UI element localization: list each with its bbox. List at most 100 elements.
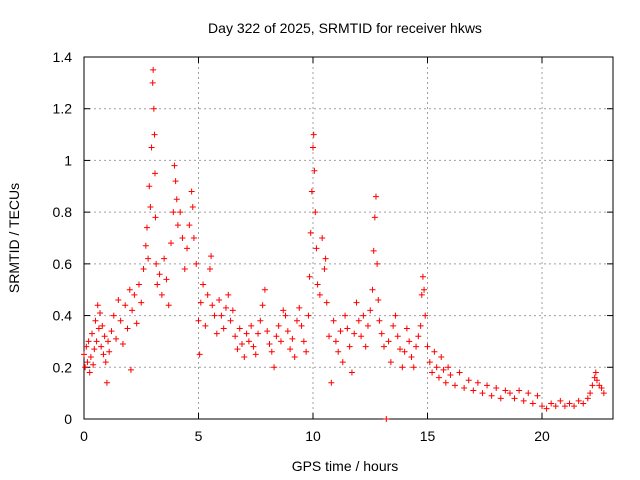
data-point bbox=[419, 273, 426, 280]
data-point bbox=[346, 343, 353, 350]
data-point bbox=[293, 317, 300, 324]
data-point bbox=[445, 364, 452, 371]
data-point bbox=[172, 178, 179, 185]
data-point bbox=[348, 369, 355, 376]
data-point bbox=[161, 255, 168, 262]
data-point bbox=[587, 390, 594, 397]
data-point bbox=[502, 387, 509, 394]
data-point bbox=[321, 266, 328, 273]
data-point bbox=[168, 240, 175, 247]
data-point bbox=[190, 235, 197, 241]
data-point bbox=[189, 203, 196, 210]
data-point bbox=[584, 395, 591, 402]
data-point bbox=[170, 209, 177, 216]
data-point bbox=[257, 317, 264, 324]
data-point bbox=[314, 281, 321, 288]
data-point bbox=[261, 286, 268, 293]
data-point bbox=[433, 364, 440, 371]
data-point bbox=[234, 346, 241, 353]
data-point bbox=[413, 343, 420, 350]
data-point bbox=[353, 299, 360, 306]
y-axis-label: SRMTID / TECUs bbox=[6, 183, 22, 293]
grid bbox=[84, 57, 613, 419]
data-point bbox=[394, 333, 401, 340]
x-tick-label: 10 bbox=[305, 428, 321, 444]
data-point bbox=[438, 353, 445, 360]
data-point bbox=[598, 384, 605, 391]
data-point bbox=[259, 302, 266, 309]
data-point bbox=[105, 338, 112, 345]
data-point bbox=[236, 325, 243, 332]
data-point bbox=[390, 322, 397, 329]
data-point bbox=[410, 364, 417, 371]
data-point bbox=[461, 384, 468, 391]
data-point bbox=[282, 312, 289, 319]
data-point bbox=[154, 281, 161, 288]
data-point bbox=[266, 341, 273, 348]
data-point bbox=[241, 353, 248, 360]
data-point bbox=[296, 304, 303, 311]
data-point bbox=[227, 317, 234, 324]
data-point bbox=[186, 222, 193, 229]
data-point bbox=[561, 403, 568, 410]
data-point bbox=[364, 322, 371, 329]
data-point bbox=[424, 343, 431, 350]
data-point bbox=[415, 333, 422, 340]
data-point bbox=[552, 403, 559, 410]
data-point bbox=[106, 348, 113, 355]
data-point bbox=[465, 377, 472, 384]
data-point bbox=[90, 361, 97, 368]
data-point bbox=[323, 299, 330, 306]
data-point bbox=[101, 333, 108, 340]
data-point bbox=[184, 245, 191, 252]
data-point bbox=[196, 351, 203, 358]
data-point bbox=[310, 131, 317, 138]
data-point bbox=[113, 335, 120, 342]
data-point bbox=[326, 333, 333, 340]
data-point bbox=[99, 322, 106, 329]
data-point bbox=[138, 299, 145, 306]
data-point bbox=[135, 281, 142, 288]
data-point bbox=[289, 335, 296, 342]
plot-frame bbox=[83, 56, 614, 420]
data-point bbox=[92, 317, 99, 324]
data-point bbox=[156, 271, 163, 278]
data-point bbox=[153, 260, 160, 267]
data-point bbox=[143, 224, 150, 231]
data-point bbox=[108, 328, 115, 335]
y-tick-label: 0.8 bbox=[53, 204, 73, 220]
data-point bbox=[81, 351, 87, 358]
data-point bbox=[208, 253, 215, 260]
data-point bbox=[516, 387, 523, 394]
y-tick-label: 0.6 bbox=[53, 256, 73, 272]
data-point bbox=[129, 307, 136, 314]
data-point bbox=[86, 369, 93, 376]
data-point bbox=[117, 317, 124, 324]
data-point bbox=[298, 322, 305, 329]
data-point bbox=[300, 338, 307, 345]
data-point bbox=[589, 382, 596, 389]
y-tick-label: 0.2 bbox=[53, 359, 73, 375]
data-point bbox=[133, 320, 140, 327]
data-point bbox=[367, 307, 374, 314]
data-point bbox=[313, 245, 320, 252]
data-point bbox=[220, 325, 227, 332]
data-point bbox=[355, 317, 362, 324]
data-point bbox=[268, 348, 275, 355]
data-point bbox=[200, 281, 207, 288]
data-point bbox=[322, 255, 329, 262]
data-point bbox=[511, 395, 518, 402]
data-point bbox=[593, 377, 600, 384]
data-point bbox=[188, 188, 195, 195]
data-point bbox=[82, 364, 89, 371]
data-point bbox=[337, 328, 344, 335]
data-point bbox=[140, 266, 147, 273]
data-point bbox=[344, 325, 351, 332]
data-point bbox=[142, 242, 149, 249]
y-tick-label: 1.2 bbox=[53, 101, 73, 117]
data-point bbox=[103, 379, 110, 386]
data-point bbox=[600, 390, 607, 397]
data-point bbox=[397, 346, 404, 353]
data-point bbox=[403, 325, 410, 332]
data-point bbox=[98, 343, 105, 350]
